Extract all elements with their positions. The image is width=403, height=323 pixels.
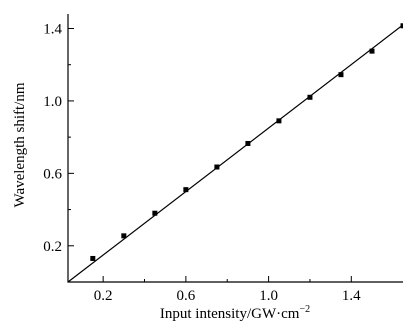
data-point bbox=[90, 255, 96, 261]
data-point bbox=[152, 210, 158, 216]
x-tick-label: 0.2 bbox=[94, 288, 113, 304]
axes-frame bbox=[67, 14, 403, 283]
fit-line bbox=[67, 24, 403, 283]
x-axis-label-sup: −2 bbox=[299, 304, 310, 315]
y-tick-label: 1.4 bbox=[43, 21, 62, 37]
y-tick-label: 0.6 bbox=[43, 166, 62, 182]
data-point bbox=[214, 164, 220, 170]
data-point bbox=[183, 187, 189, 193]
data-point bbox=[307, 94, 313, 100]
data-point bbox=[276, 118, 282, 124]
plot-area: 0.2 0.6 1.0 1.4 0.2 0.6 1.0 1.4 bbox=[43, 14, 403, 304]
data-point bbox=[245, 140, 251, 146]
x-tick-label: 1.4 bbox=[342, 288, 361, 304]
data-point bbox=[400, 23, 403, 29]
x-axis-label: Input intensity/GW·cm−2 bbox=[160, 304, 310, 322]
y-tick-label: 0.2 bbox=[43, 239, 62, 255]
data-point bbox=[338, 72, 344, 78]
y-axis-label: Wavelength shift/nm bbox=[12, 82, 28, 207]
x-tick-label: 0.6 bbox=[176, 288, 195, 304]
x-axis-label-text: Input intensity/GW·cm bbox=[160, 306, 300, 322]
data-point bbox=[369, 48, 375, 54]
y-tick-label: 1.0 bbox=[43, 94, 62, 110]
x-tick-label: 1.0 bbox=[259, 288, 278, 304]
data-point bbox=[121, 233, 127, 239]
